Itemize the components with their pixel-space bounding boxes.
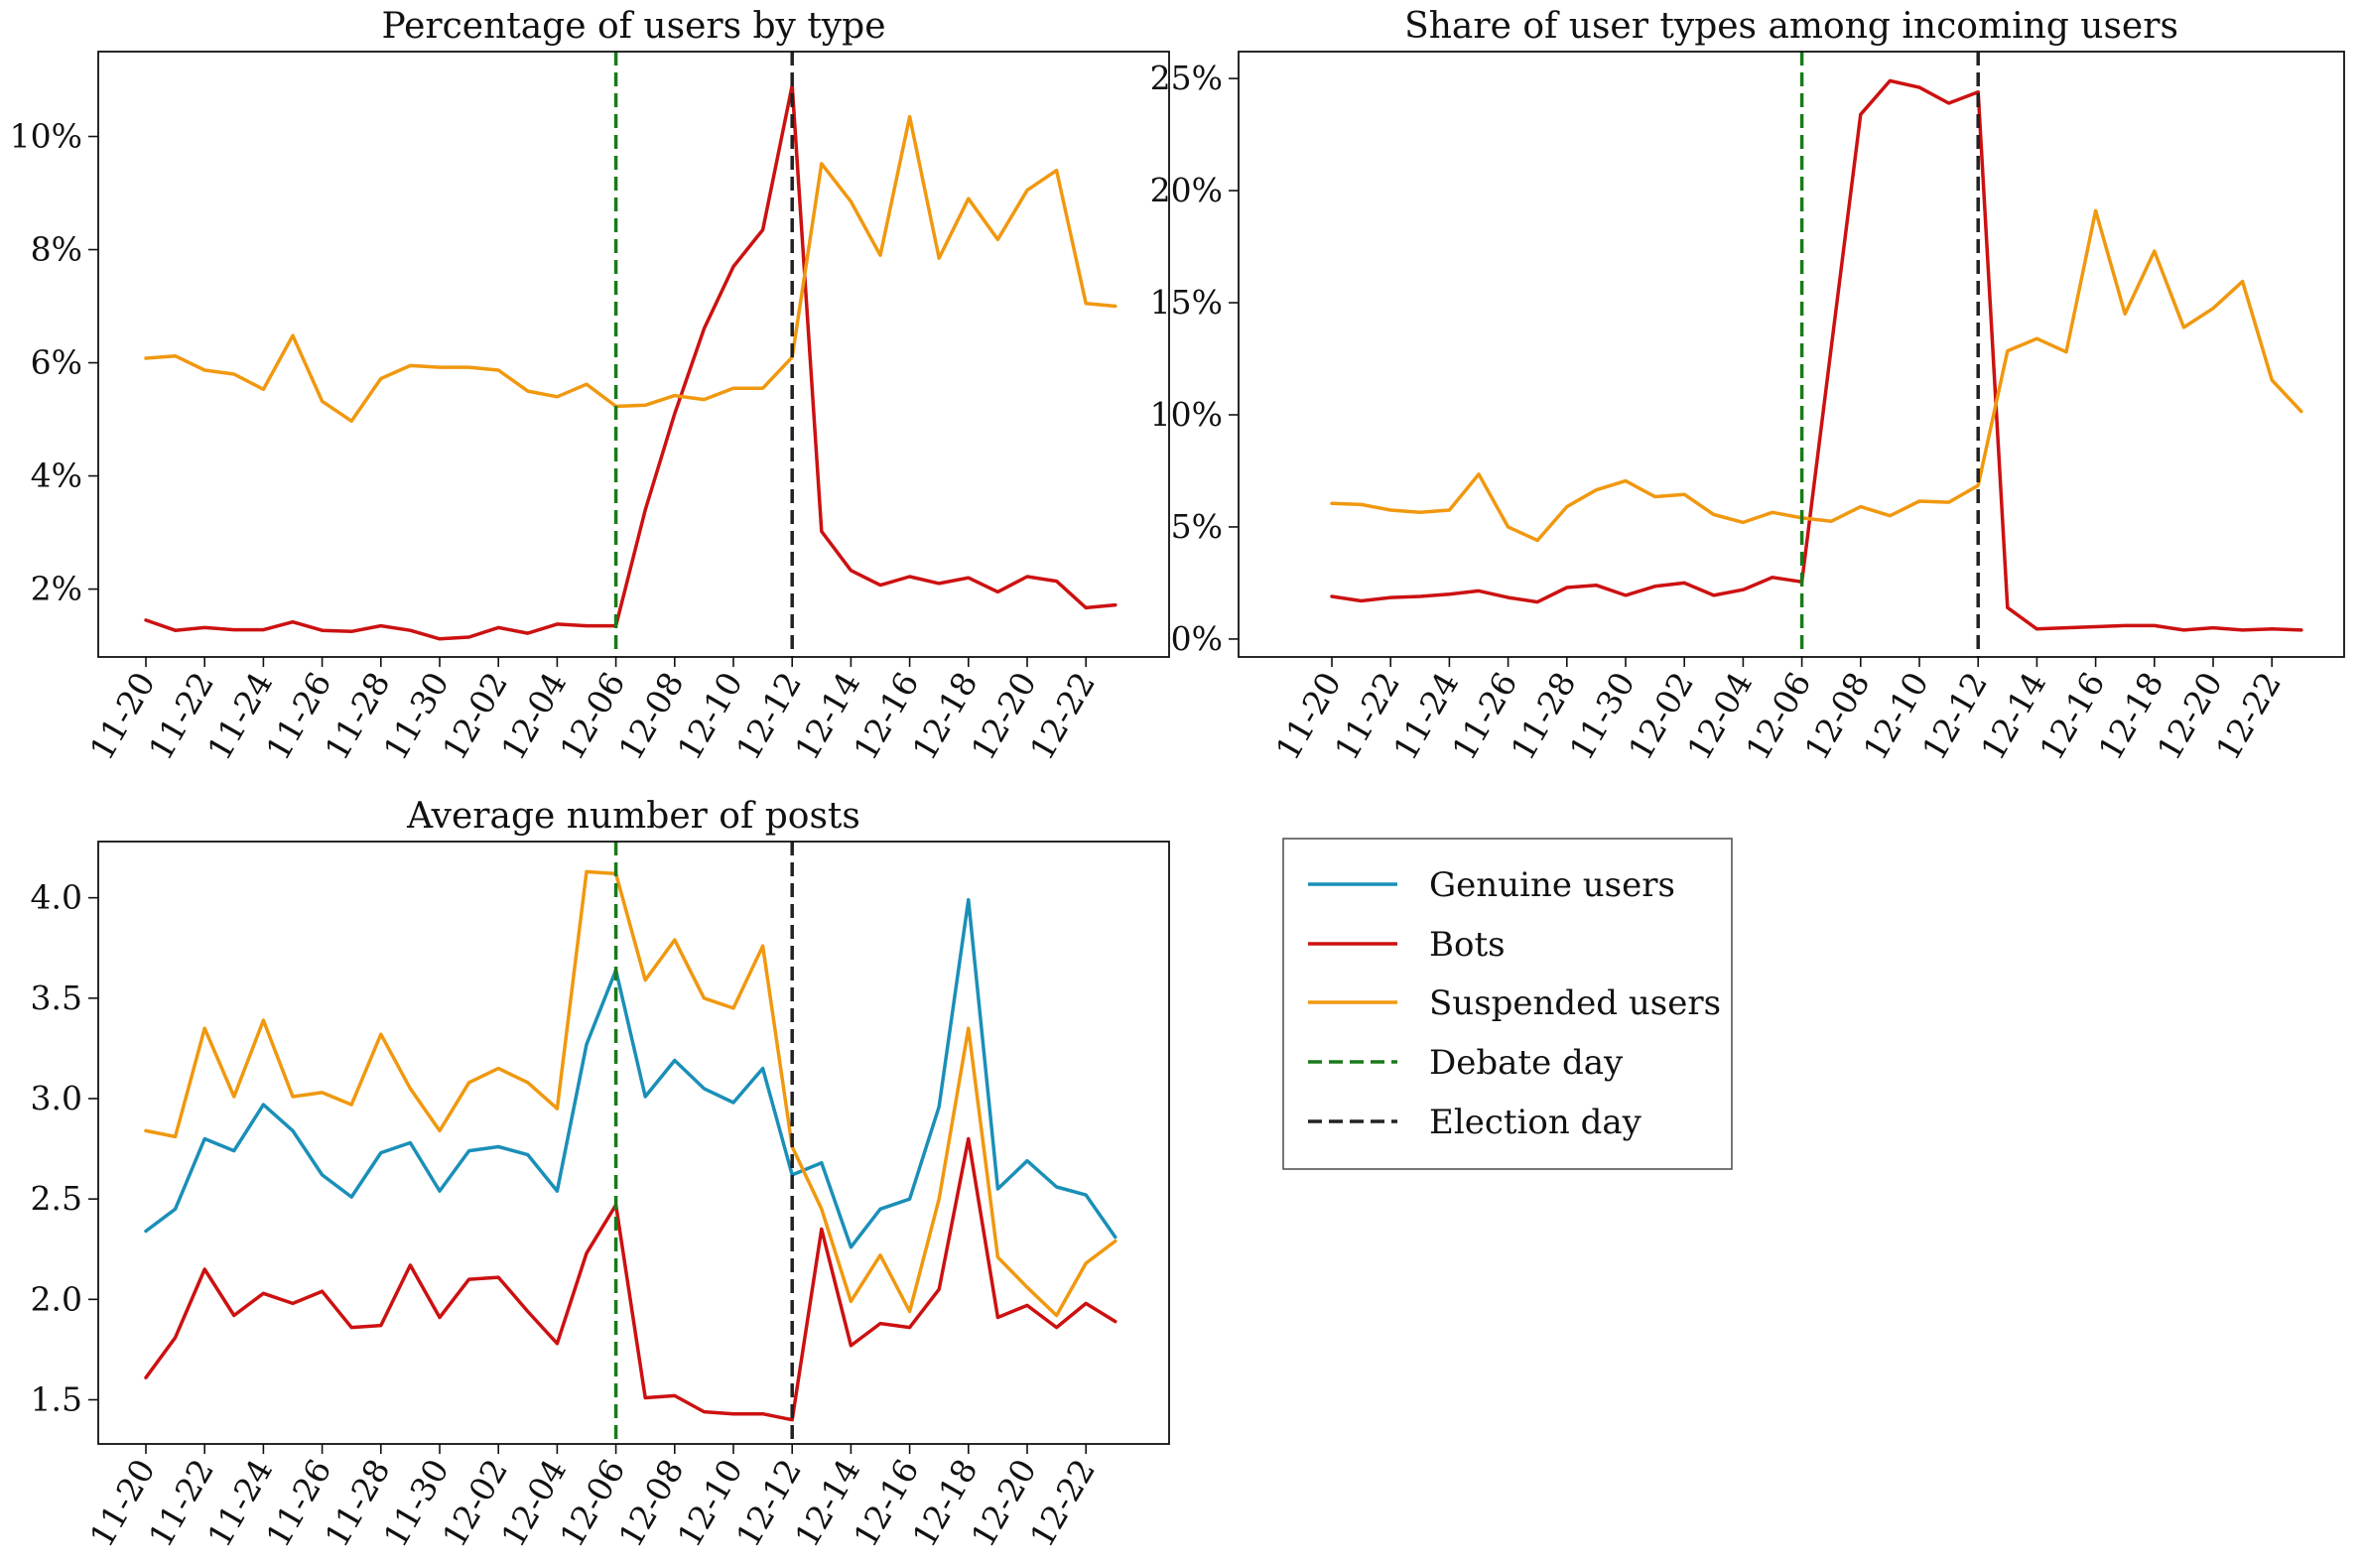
y-tick-label: 2.0 <box>31 1279 82 1318</box>
chart-percentage-of-users: Percentage of users by type2%4%6%8%10%11… <box>10 6 1170 766</box>
y-tick-label: 5% <box>1171 507 1223 546</box>
chart-title: Average number of posts <box>406 796 860 837</box>
y-tick-label: 8% <box>31 230 82 269</box>
chart-title: Percentage of users by type <box>381 6 885 47</box>
y-tick-label: 3.0 <box>31 1079 82 1117</box>
series-line-suspended-users <box>1330 208 2303 543</box>
plot-frame <box>97 51 1170 658</box>
y-tick-label: 0% <box>1171 619 1223 658</box>
series-line-bots <box>144 83 1117 641</box>
legend-bots-label: Bots <box>1429 925 1506 965</box>
legend-genuine-label: Genuine users <box>1429 865 1675 905</box>
y-tick-label: 25% <box>1150 59 1223 97</box>
y-tick-label: 2% <box>31 570 82 608</box>
chart-share-of-incoming-users: Share of user types among incoming users… <box>1150 6 2345 766</box>
y-tick-label: 10% <box>10 117 82 156</box>
chart-average-posts: Average number of posts 1.5 2.0 2.5 3.0 3.5 4.… <box>31 796 1170 1553</box>
y-tick-label: 20% <box>1150 171 1223 209</box>
plot-frame <box>1238 51 2345 658</box>
y-tick-label: 4% <box>31 457 82 495</box>
series-line-suspended-users <box>144 869 1117 1318</box>
y-tick-label: 4.0 <box>31 878 82 917</box>
legend-suspended-label: Suspended users <box>1429 983 1721 1023</box>
y-tick-label: 10% <box>1150 395 1223 434</box>
series-line-bots <box>1330 78 2303 632</box>
legend-election-label: Election day <box>1429 1103 1642 1142</box>
plot-frame <box>97 841 1170 1445</box>
series-line-genuine-users <box>144 897 1117 1249</box>
y-tick-label: 2.5 <box>31 1179 82 1218</box>
y-tick-label: 1.5 <box>31 1379 82 1418</box>
series-line-suspended-users <box>144 114 1117 424</box>
legend-debate-label: Debate day <box>1429 1043 1624 1083</box>
y-tick-label: 15% <box>1150 283 1223 322</box>
chart-title: Share of user types among incoming users <box>1404 6 2178 47</box>
series-line-bots <box>144 1136 1117 1422</box>
legend: Genuine users Bots Suspended users Debat… <box>1282 838 1733 1170</box>
y-tick-label: 6% <box>31 343 82 382</box>
y-tick-label: 3.5 <box>31 979 82 1017</box>
